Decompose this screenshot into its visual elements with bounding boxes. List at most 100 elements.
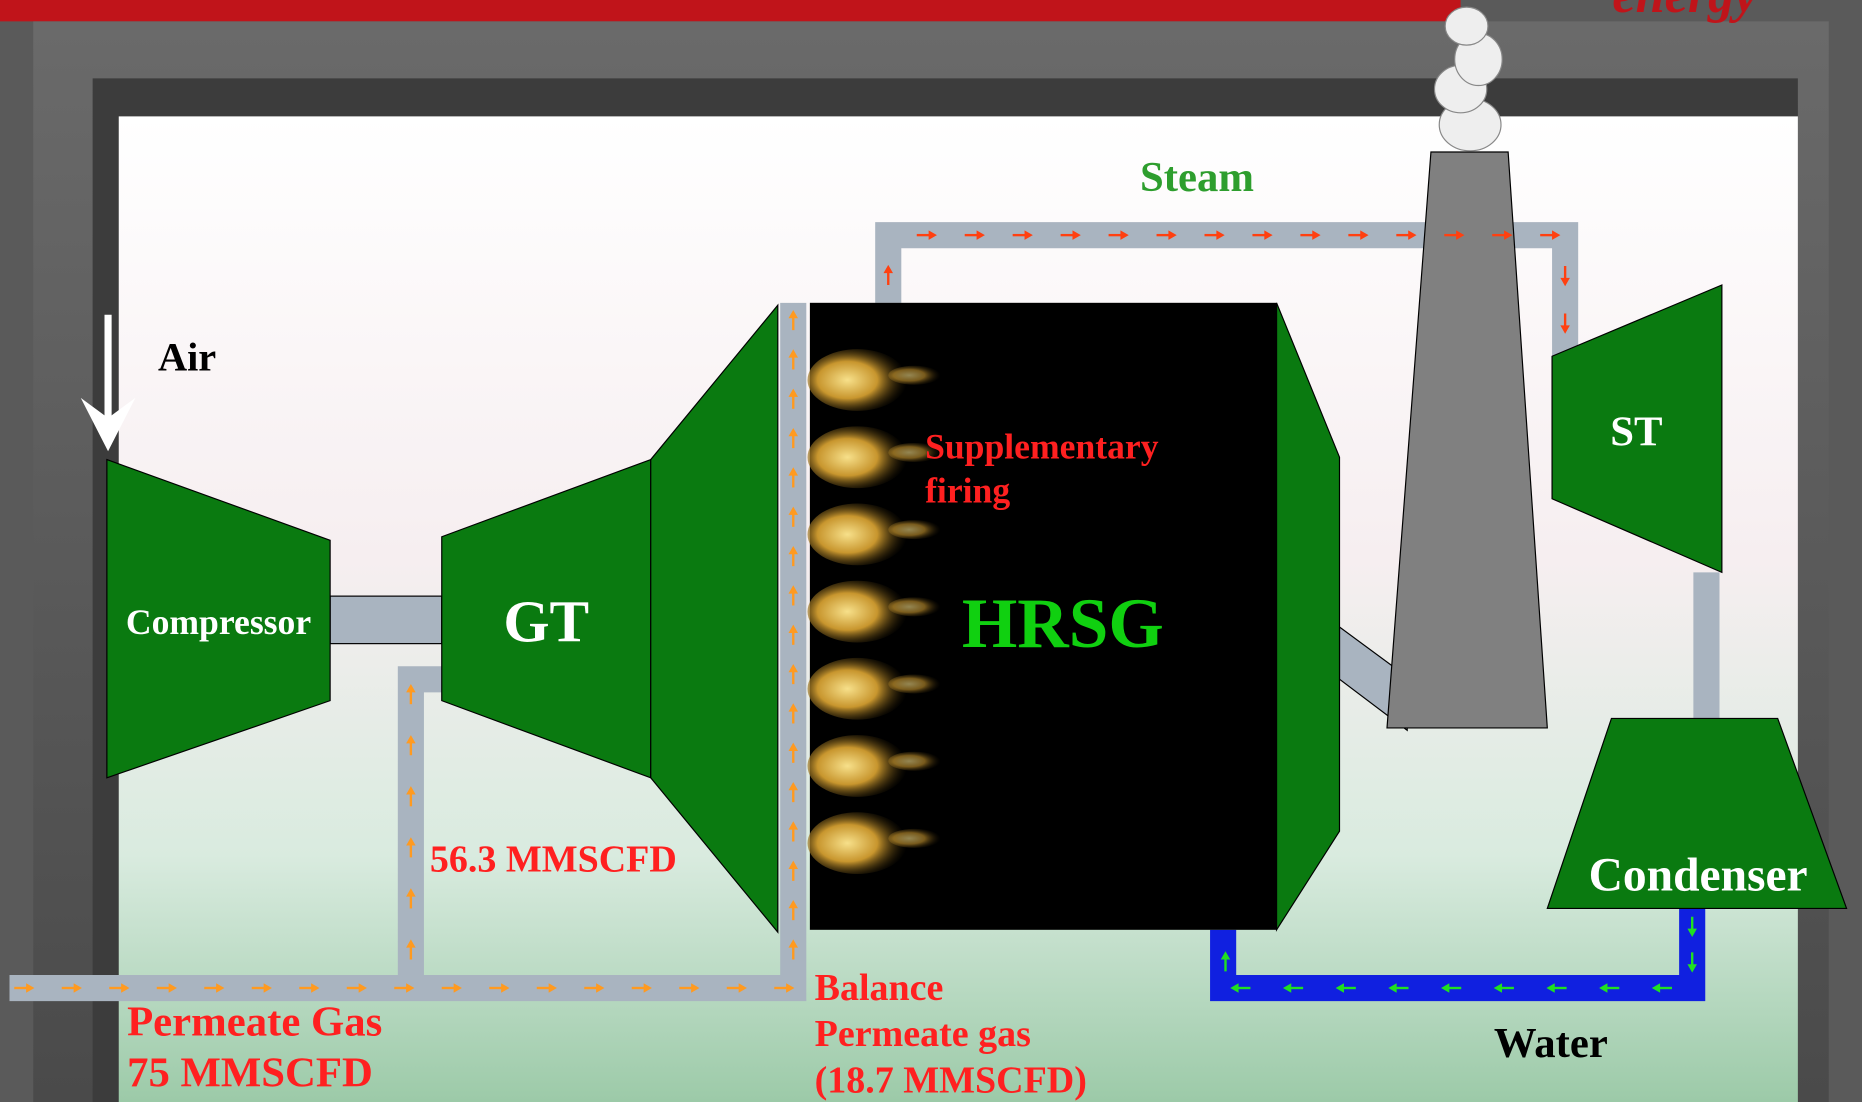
flow-arrow (406, 735, 416, 756)
flow-arrow (788, 703, 798, 724)
arrow-head (788, 663, 798, 673)
hrsg-label: HRSG (962, 585, 1164, 663)
arrow-head (788, 899, 798, 909)
flow-arrow (788, 939, 798, 960)
arrow-head (788, 624, 798, 633)
permeate-label: Permeate Gas (127, 999, 382, 1046)
flow-arrow (406, 837, 416, 858)
flow-arrow (1492, 230, 1513, 240)
arrow-head (406, 939, 416, 948)
arrow-head (311, 983, 320, 993)
permeate-label: 75 MMSCFD (127, 1050, 373, 1097)
flow-arrow (156, 983, 177, 993)
flow-arrow (1560, 266, 1570, 287)
flow-arrow (1599, 983, 1620, 993)
arrow-head (1560, 277, 1570, 287)
flow-arrow (1651, 983, 1672, 993)
flame (807, 657, 908, 720)
arrow-head (453, 983, 462, 993)
flow-arrow (916, 230, 937, 240)
flame (807, 580, 908, 643)
flow-arrow (1388, 983, 1409, 993)
steam-label: Steam (1140, 154, 1254, 201)
arrow-head (788, 939, 798, 948)
shaft (329, 595, 443, 645)
arrow-head (788, 585, 798, 594)
condenser-label: Condenser (1589, 850, 1808, 902)
flame (807, 503, 908, 566)
arrow-head (928, 230, 937, 240)
header-band (0, 0, 1461, 22)
arrow-head (788, 349, 798, 358)
smoke (1433, 6, 1503, 152)
balance-label: Balance (815, 967, 944, 1009)
flow-arrow (1230, 983, 1251, 993)
arrow-head (1024, 230, 1033, 240)
flow-arrow (14, 983, 35, 993)
arrow-head (1230, 983, 1239, 993)
flame-tail (888, 828, 941, 848)
firing-label: firing (925, 470, 1010, 510)
arrow-head (788, 388, 798, 397)
arrow-head (788, 427, 798, 437)
air-label: Air (158, 335, 216, 380)
flame-tail (888, 520, 941, 540)
flame (807, 812, 908, 874)
arrow-head (788, 703, 798, 712)
flow-arrow (109, 983, 130, 993)
flow-arrow (1560, 313, 1570, 334)
flame-tail (888, 597, 941, 617)
diffuser (650, 303, 779, 934)
arrow-head (788, 506, 798, 515)
arrow-head (1552, 230, 1561, 240)
condenser (1546, 717, 1848, 910)
arrow-head (1282, 983, 1292, 993)
flow-arrow (1012, 230, 1033, 240)
arrow-head (883, 264, 893, 274)
arrow-head (406, 735, 416, 744)
flow-arrow (883, 264, 893, 285)
arrow-head (1560, 325, 1570, 334)
arrow-head (738, 983, 747, 993)
arrow-head (788, 309, 798, 319)
arrow-head (1504, 230, 1513, 240)
arrow-head (1216, 230, 1225, 240)
flow-arrow (788, 349, 798, 370)
flow-arrow (1546, 983, 1567, 993)
arrow-head (406, 786, 416, 795)
arrow-head (1408, 230, 1417, 240)
flow-arrow (774, 983, 795, 993)
flow-arrow (1444, 230, 1465, 240)
compressor (106, 458, 331, 779)
flow-arrow (346, 983, 367, 993)
flow-arrow (61, 983, 82, 993)
flow-arrow (441, 983, 462, 993)
arrow-head (1493, 983, 1503, 993)
flow-arrow (788, 506, 798, 527)
arrow-head (1456, 230, 1465, 240)
flames (807, 349, 941, 874)
flow-arrow (1441, 983, 1462, 993)
flow-arrow (251, 983, 272, 993)
arrow-head (26, 983, 35, 993)
arrow-head (976, 230, 985, 240)
arrow-head (168, 983, 177, 993)
gt-label: GT (503, 588, 589, 654)
flow-arrow (489, 983, 510, 993)
flow-arrow (406, 786, 416, 807)
compressor-label: Compressor (126, 602, 311, 642)
balance-label: Permeate gas (815, 1013, 1031, 1055)
flow-arrow (584, 983, 605, 993)
flow-arrow (1204, 230, 1225, 240)
arrow-head (1120, 230, 1129, 240)
flow-arrow (1282, 983, 1304, 993)
flow-arrow (1108, 230, 1129, 240)
flame-tail (888, 442, 941, 462)
flow-arrow (299, 983, 320, 993)
arrow-head (1687, 928, 1697, 937)
flame (807, 426, 908, 489)
flow-arrow (788, 624, 798, 645)
gt-gas-pipe (397, 666, 442, 988)
